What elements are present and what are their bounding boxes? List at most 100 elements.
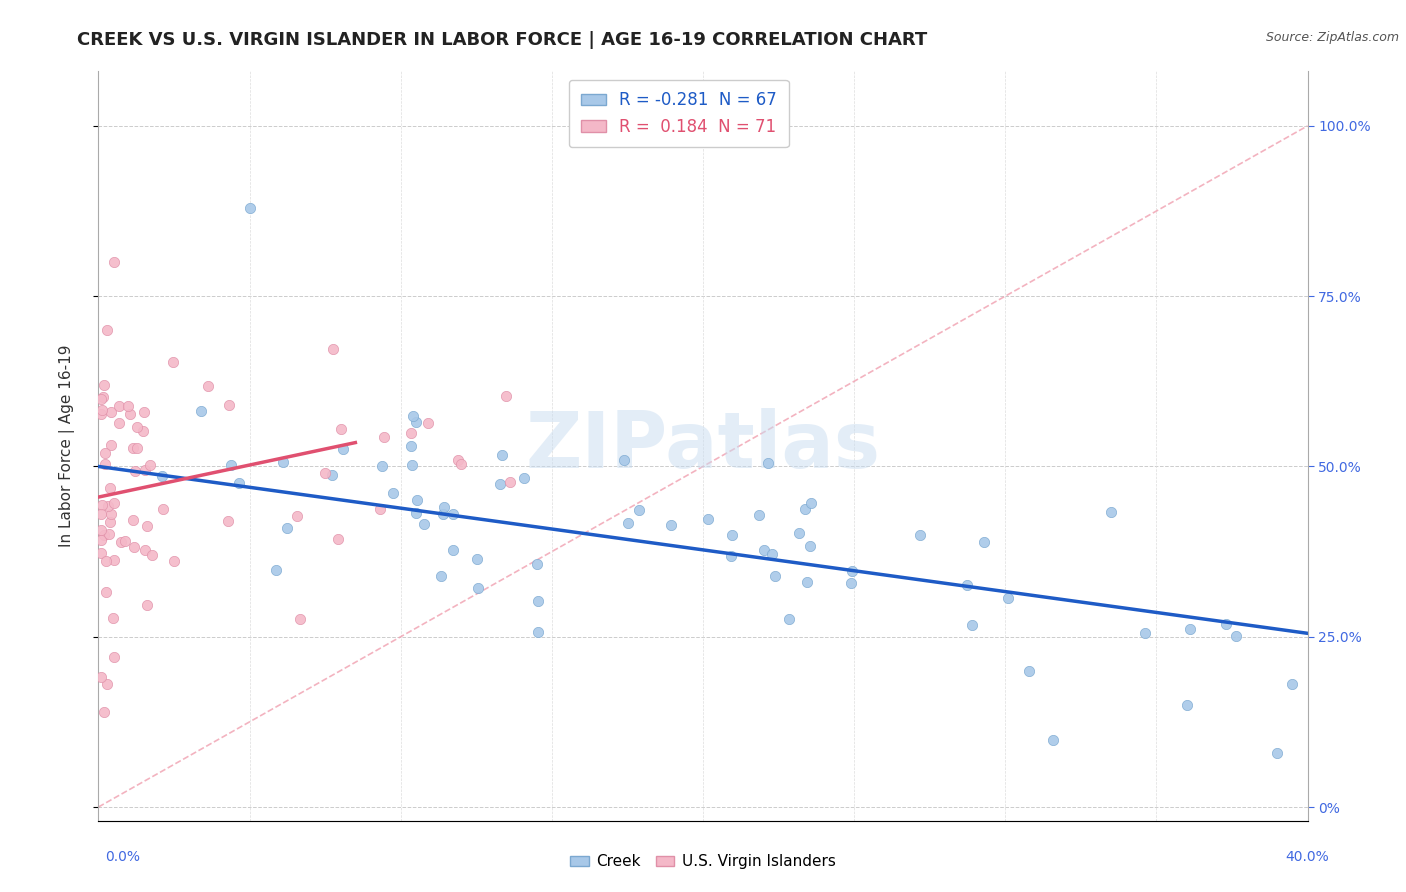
Point: [101, 611, 124, 625]
Point: [276, 521, 298, 535]
Point: [90, 523, 112, 537]
Text: ZIPatlas: ZIPatlas: [526, 408, 880, 484]
Point: [1175, 698, 1198, 712]
Point: [90, 507, 112, 521]
Point: [467, 581, 489, 595]
Point: [720, 549, 742, 563]
Point: [413, 516, 436, 531]
Point: [314, 466, 336, 480]
Point: [134, 463, 156, 477]
Point: [219, 458, 242, 473]
Point: [152, 501, 174, 516]
Point: [103, 255, 125, 269]
Point: [93, 457, 115, 471]
Point: [371, 458, 394, 473]
Point: [752, 543, 775, 558]
Point: [271, 455, 294, 469]
Point: [441, 543, 464, 558]
Point: [100, 405, 122, 419]
Point: [405, 507, 427, 521]
Text: 0.0%: 0.0%: [105, 850, 141, 863]
Point: [1281, 677, 1303, 691]
Point: [103, 650, 125, 665]
Point: [796, 574, 818, 589]
Point: [162, 354, 184, 368]
Point: [100, 438, 122, 452]
Point: [132, 405, 155, 419]
Point: [756, 457, 779, 471]
Point: [446, 453, 468, 467]
Point: [90, 407, 112, 421]
Point: [98, 526, 121, 541]
Point: [330, 422, 353, 436]
Legend: Creek, U.S. Virgin Islanders: Creek, U.S. Virgin Islanders: [564, 848, 842, 875]
Point: [373, 429, 395, 443]
Point: [103, 553, 125, 567]
Point: [124, 464, 146, 478]
Point: [218, 398, 240, 412]
Point: [432, 508, 454, 522]
Point: [285, 508, 308, 523]
Y-axis label: In Labor Force | Age 16-19: In Labor Force | Age 16-19: [59, 344, 75, 548]
Point: [90, 533, 112, 547]
Point: [94, 554, 117, 568]
Point: [103, 496, 125, 510]
Point: [197, 378, 219, 392]
Point: [841, 564, 863, 578]
Point: [134, 543, 156, 558]
Point: [108, 399, 131, 413]
Point: [90, 669, 112, 683]
Point: [402, 409, 425, 424]
Point: [418, 416, 440, 430]
Point: [616, 516, 638, 531]
Point: [526, 558, 548, 572]
Point: [228, 475, 250, 490]
Point: [122, 513, 145, 527]
Point: [125, 420, 148, 434]
Point: [405, 416, 427, 430]
Point: [124, 540, 146, 554]
Point: [321, 467, 343, 482]
Point: [1267, 746, 1289, 760]
Point: [465, 551, 488, 566]
Point: [778, 612, 800, 626]
Point: [720, 527, 742, 541]
Point: [763, 568, 786, 582]
Point: [513, 470, 536, 484]
Point: [441, 507, 464, 521]
Point: [332, 442, 354, 457]
Point: [117, 400, 139, 414]
Point: [190, 404, 212, 418]
Point: [997, 591, 1019, 605]
Point: [659, 518, 682, 533]
Point: [696, 512, 718, 526]
Point: [141, 548, 163, 562]
Point: [960, 617, 983, 632]
Point: [290, 612, 312, 626]
Point: [114, 533, 136, 548]
Point: [217, 514, 239, 528]
Point: [761, 547, 783, 561]
Point: [96, 677, 118, 691]
Point: [107, 416, 129, 430]
Point: [527, 594, 550, 608]
Point: [381, 486, 404, 500]
Point: [430, 568, 453, 582]
Point: [908, 528, 931, 542]
Point: [96, 499, 118, 513]
Point: [495, 389, 517, 403]
Point: [1018, 664, 1040, 678]
Point: [527, 625, 550, 640]
Point: [94, 584, 117, 599]
Point: [93, 705, 115, 719]
Point: [110, 535, 132, 549]
Point: [98, 515, 121, 529]
Point: [628, 503, 651, 517]
Point: [125, 441, 148, 455]
Point: [956, 578, 979, 592]
Point: [450, 457, 472, 471]
Point: [96, 323, 118, 337]
Point: [322, 343, 344, 357]
Legend: R = -0.281  N = 67, R =  0.184  N = 71: R = -0.281 N = 67, R = 0.184 N = 71: [569, 79, 789, 147]
Point: [139, 458, 162, 472]
